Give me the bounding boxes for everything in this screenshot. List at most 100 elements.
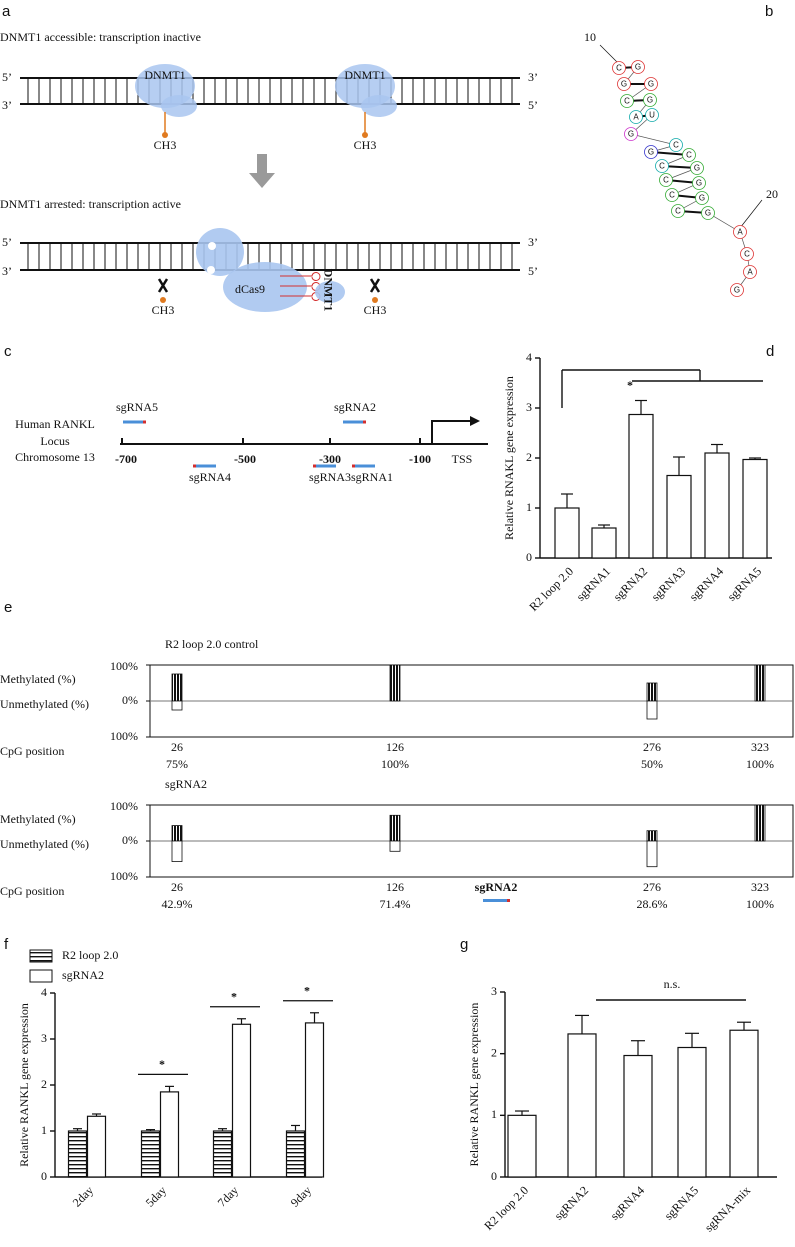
y-tick-label: 1: [526, 500, 532, 514]
x-tick-label: 323: [751, 740, 769, 754]
nucleotide: C: [663, 176, 669, 185]
tss-arrow-head: [470, 416, 480, 426]
strand-end-label: 5’: [2, 235, 12, 249]
x-tick-label: R2 loop 2.0: [526, 564, 576, 614]
nucleotide: C: [675, 207, 681, 216]
nucleotide-circle: [644, 145, 658, 159]
x-tick-label: 26: [171, 880, 183, 894]
significance-label: *: [231, 990, 237, 1004]
block-mark: [157, 278, 169, 293]
bar: [140, 1130, 161, 1178]
y-axis-label: Relative RANKL gene expression: [17, 1003, 31, 1167]
locus-label: Human RANKL: [15, 417, 95, 431]
locus-position: -100: [409, 452, 431, 466]
nucleotide: G: [734, 286, 740, 295]
guide-label: sgRNA2: [334, 400, 376, 414]
guide-pam: [507, 899, 510, 902]
dnmt1-label: DNMT1: [321, 269, 335, 312]
x-tick-label: sgRNA-mix: [702, 1183, 753, 1234]
nucleotide-circle: [655, 159, 669, 173]
y-tick-label: 100%: [110, 659, 138, 673]
ch3-label: CH3: [364, 303, 387, 317]
index-label: 20: [766, 187, 778, 201]
nucleotide-circle: [740, 247, 754, 261]
panel-label: g: [460, 936, 468, 953]
unmethylated-bar: [389, 840, 401, 852]
methylated-bar: [754, 664, 766, 702]
arrow-head: [249, 173, 275, 188]
unmethylated-bar: [171, 700, 183, 711]
nucleotide-circle: [730, 283, 744, 297]
x-tick-label: 26: [171, 740, 183, 754]
bar: [567, 1033, 597, 1178]
y-tick-label: 0: [41, 1169, 47, 1183]
ch3-label: CH3: [154, 138, 177, 152]
value-label: 50%: [641, 757, 663, 771]
methyl-dot: [160, 297, 166, 303]
block-mark: [369, 278, 381, 293]
nucleotide-circle: [701, 206, 715, 220]
x-tick-label: R2 loop 2.0: [481, 1183, 531, 1233]
methylated-bar: [171, 673, 183, 702]
y-tick-label: 1: [491, 1107, 497, 1121]
chart-title: sgRNA2: [165, 777, 207, 791]
y-tick-label: 2: [41, 1077, 47, 1091]
guide-label: sgRNA2: [475, 880, 518, 894]
legend-label: R2 loop 2.0: [62, 948, 118, 962]
x-tick-label: 2day: [70, 1183, 96, 1209]
nucleotide-circle: [682, 148, 696, 162]
nucleotide: C: [686, 151, 692, 160]
value-label: 42.9%: [162, 897, 193, 911]
nucleotide-circle: [643, 93, 657, 107]
nucleotide: C: [744, 250, 750, 259]
guide-marker: [483, 899, 507, 902]
significance-label: *: [627, 378, 633, 392]
guide-pam: [352, 464, 355, 468]
index-tick: [599, 44, 620, 65]
panel-label: c: [4, 343, 12, 360]
guide-pam: [143, 420, 146, 424]
panel-label: b: [765, 3, 773, 20]
value-label: 71.4%: [380, 897, 411, 911]
guide-label: sgRNA1: [351, 470, 393, 484]
y-tick-label: 100%: [110, 729, 138, 743]
x-tick-label: 323: [751, 880, 769, 894]
bar: [666, 474, 692, 559]
bar: [554, 507, 580, 559]
guide-label: sgRNA3: [309, 470, 351, 484]
x-tick-label: 126: [386, 880, 404, 894]
guide-label: sgRNA5: [116, 400, 158, 414]
methyl-dot: [162, 132, 168, 138]
guide-pam: [193, 464, 196, 468]
nucleotide: C: [616, 64, 622, 73]
nucleotide-circle: [665, 188, 679, 202]
unmethylated-bar: [171, 840, 183, 862]
x-tick-label: sgRNA4: [607, 1183, 647, 1223]
unmethylated-bar: [646, 840, 658, 868]
tss-arrow: [431, 420, 470, 444]
nucleotide: C: [673, 141, 679, 150]
nucleotide-circle: [620, 94, 634, 108]
nucleotide-circle: [695, 191, 709, 205]
nucleotide-circle: [659, 173, 673, 187]
methylated-bar: [171, 825, 183, 842]
guide-pam: [313, 464, 316, 468]
nucleotide-circle: [617, 77, 631, 91]
nucleotide-circle: [733, 225, 747, 239]
guide-marker: [196, 464, 216, 468]
guide-pam: [363, 420, 366, 424]
guide-marker: [343, 420, 363, 424]
methyl-dot: [372, 297, 378, 303]
unmethylated-bar: [646, 700, 658, 720]
row-label: Methylated (%): [0, 672, 76, 686]
nucleotide: G: [699, 194, 705, 203]
y-tick-label: 0%: [122, 833, 138, 847]
bar: [704, 452, 730, 559]
nucleotide-circle: [645, 108, 659, 122]
bar: [231, 1023, 252, 1178]
panel-a-title: DNMT1 accessible: transcription inactive: [0, 30, 201, 44]
y-tick-label: 2: [491, 1045, 497, 1059]
nucleotide: U: [649, 111, 655, 120]
methyl-dot: [362, 132, 368, 138]
